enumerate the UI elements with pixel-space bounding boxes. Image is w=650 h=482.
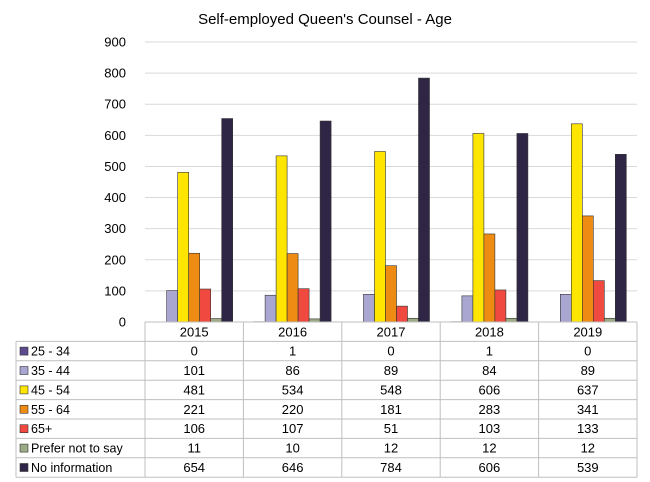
legend-label: 55 - 64 [31, 403, 70, 417]
data-label: 341 [577, 402, 599, 417]
bar [221, 118, 233, 323]
legend-key [19, 385, 29, 395]
legend-key [19, 424, 29, 434]
y-tick-label: 300 [104, 221, 126, 236]
chart-title: Self-employed Queen's Counsel - Age [198, 11, 452, 28]
y-tick-label: 200 [104, 252, 126, 267]
bar [275, 155, 288, 323]
y-tick-label: 900 [104, 35, 126, 50]
data-label: 101 [183, 363, 205, 378]
bar [177, 172, 189, 323]
data-label: 84 [482, 363, 496, 378]
legend-key [19, 463, 29, 472]
data-label: 12 [384, 441, 398, 456]
data-label: 10 [285, 441, 299, 456]
data-label: 654 [183, 460, 205, 475]
data-label: 133 [577, 421, 599, 436]
data-label: 0 [191, 344, 198, 359]
bar [385, 265, 397, 323]
y-tick-label: 500 [104, 159, 126, 174]
data-label: 1 [486, 344, 493, 359]
y-tick-label: 600 [104, 128, 126, 143]
data-label: 534 [282, 382, 304, 397]
bar [516, 133, 529, 323]
data-label: 646 [282, 460, 304, 475]
data-label: 11 [187, 441, 201, 456]
data-label: 606 [479, 382, 501, 397]
legend-key [19, 346, 29, 356]
legend-label: 45 - 54 [31, 383, 70, 397]
y-tick-label: 700 [104, 97, 126, 112]
data-label: 0 [387, 344, 394, 359]
legend-label: 25 - 34 [31, 345, 70, 359]
data-label: 0 [584, 344, 591, 359]
bar [210, 318, 222, 323]
data-label: 107 [282, 421, 304, 436]
bar [505, 317, 518, 323]
bar [614, 154, 627, 323]
bar [461, 295, 474, 323]
category-label: 2016 [278, 325, 307, 340]
y-axis-ticks: 0 100 200 300 400 500 600 700 800 900 [104, 35, 126, 330]
data-label: 539 [577, 460, 599, 475]
data-label: 86 [285, 363, 299, 378]
bar [396, 305, 408, 323]
bar [483, 233, 496, 323]
bar [374, 151, 386, 323]
data-label: 181 [380, 402, 402, 417]
legend-label: No information [31, 461, 112, 475]
bar [418, 77, 430, 323]
data-label: 637 [577, 382, 599, 397]
bar [264, 294, 277, 323]
bar [472, 133, 485, 323]
data-label: 12 [482, 441, 496, 456]
data-label: 606 [479, 460, 501, 475]
bar [559, 294, 572, 323]
bar [494, 289, 507, 323]
legend-label: 65+ [31, 422, 52, 436]
data-label: 103 [479, 421, 501, 436]
data-label: 481 [183, 382, 205, 397]
bar [199, 288, 211, 323]
bar [286, 253, 299, 323]
bar [581, 215, 594, 323]
data-label: 89 [384, 363, 398, 378]
bars [166, 77, 627, 323]
legend-key [19, 366, 29, 375]
bar [570, 123, 583, 323]
data-label: 51 [384, 421, 398, 436]
bar [319, 120, 332, 323]
category-label: 2015 [180, 325, 209, 340]
data-label: 784 [380, 460, 402, 475]
bar [407, 317, 419, 323]
legend-label: Prefer not to say [31, 442, 123, 456]
y-tick-label: 100 [104, 283, 126, 298]
y-tick-label: 0 [119, 315, 126, 330]
legend-key [19, 404, 29, 414]
data-label: 548 [380, 382, 402, 397]
legend-key [19, 443, 29, 453]
category-label: 2018 [475, 325, 504, 340]
data-label: 12 [581, 441, 595, 456]
category-label: 2017 [377, 325, 406, 340]
data-label: 283 [479, 402, 501, 417]
data-label: 1 [289, 344, 296, 359]
bar [363, 294, 375, 323]
data-label: 221 [183, 402, 205, 417]
bar [592, 280, 605, 323]
y-tick-label: 400 [104, 190, 126, 205]
bar [166, 290, 178, 323]
data-label: 89 [581, 363, 595, 378]
data-label: 220 [282, 402, 304, 417]
bar [603, 317, 616, 323]
bar [297, 288, 310, 323]
data-label: 106 [183, 421, 205, 436]
y-tick-label: 800 [104, 66, 126, 81]
bar [188, 252, 200, 323]
legend-label: 35 - 44 [31, 364, 70, 378]
category-label: 2019 [573, 325, 602, 340]
